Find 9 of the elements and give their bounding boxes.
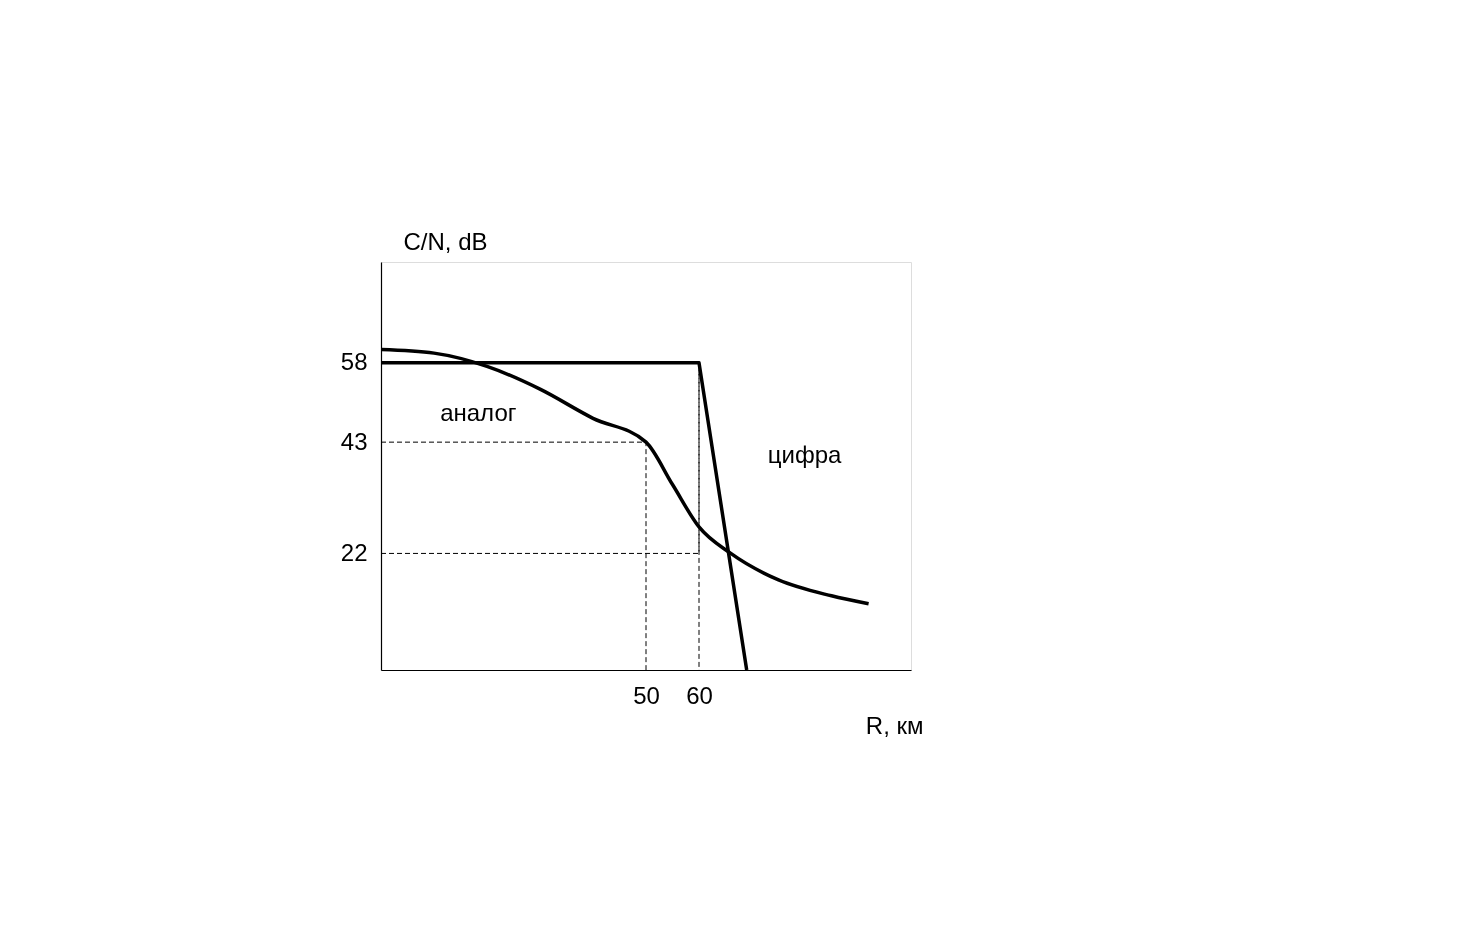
- y-axis-title: C/N, dB: [403, 227, 488, 255]
- x-axis-title: R, км: [865, 711, 924, 739]
- text: цифра: [767, 441, 843, 469]
- x-tick-label: 50: [633, 681, 660, 709]
- series-label: аналог: [440, 398, 517, 426]
- x-tick-label: 60: [686, 681, 713, 709]
- y-tick-label: 22: [340, 538, 368, 566]
- y-tick-label: 58: [340, 348, 368, 376]
- y-tick-label: 43: [340, 427, 368, 455]
